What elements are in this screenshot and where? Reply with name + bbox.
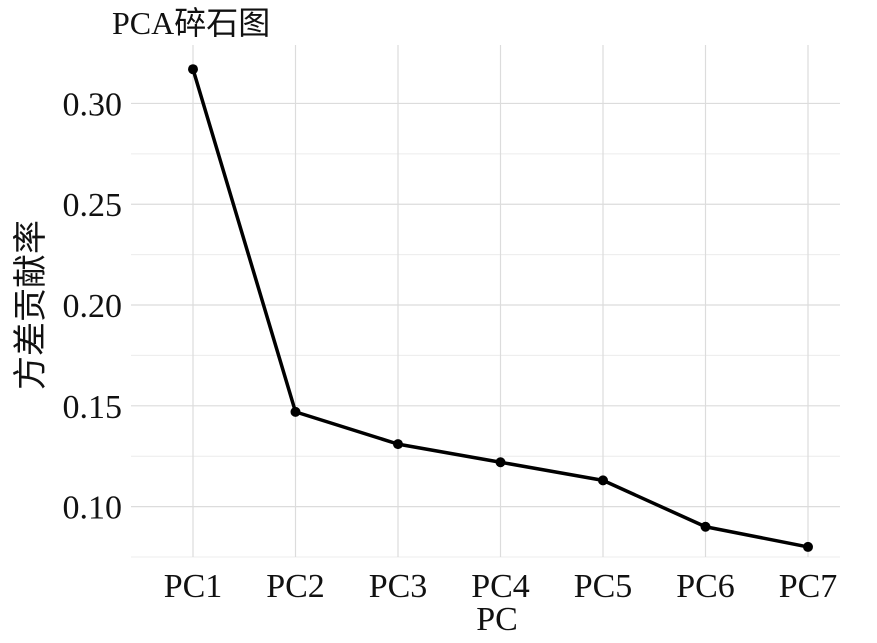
y-axis-label: 方差贡献率 <box>12 220 50 390</box>
data-point <box>290 406 301 417</box>
plot <box>188 64 813 552</box>
grid <box>131 45 840 558</box>
x-tick-label: PC5 <box>574 568 633 605</box>
x-tick-label: PC4 <box>471 568 530 605</box>
data-point <box>393 439 403 450</box>
y-tick-label: 0.20 <box>63 288 123 325</box>
data-point <box>803 541 813 552</box>
x-tick-label: PC2 <box>266 568 325 605</box>
data-point <box>598 475 608 486</box>
y-tick-label: 0.30 <box>63 86 123 123</box>
x-tick-label: PC7 <box>779 568 838 605</box>
y-tick-label: 0.10 <box>63 490 123 527</box>
x-tick-label: PC6 <box>676 568 735 605</box>
x-tick-label: PC1 <box>164 568 223 605</box>
data-point <box>188 64 198 75</box>
y-tick-label: 0.15 <box>63 389 123 426</box>
chart-title: PCA碎石图 <box>112 5 270 41</box>
x-axis-label: PC <box>476 601 518 638</box>
x-tick-label: PC3 <box>369 568 428 605</box>
data-point <box>495 457 506 468</box>
data-point <box>700 521 711 532</box>
y-tick-label: 0.25 <box>63 187 123 224</box>
